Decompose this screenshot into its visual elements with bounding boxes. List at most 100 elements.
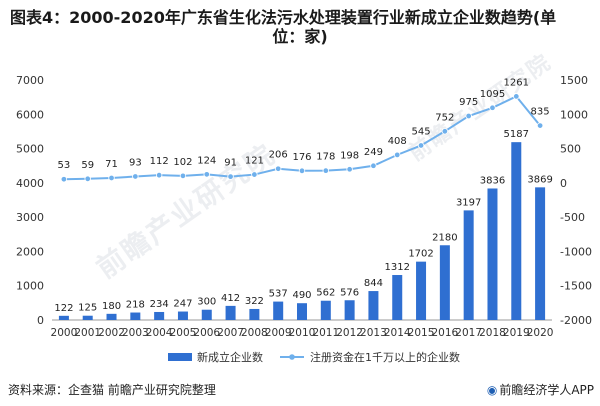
- bar: [106, 313, 117, 320]
- line-point: [346, 166, 353, 173]
- line-point: [394, 151, 401, 159]
- chart-title: 图表4：2000-2020年广东省生化法污水处理装置行业新成立企业数趋势(单 位…: [10, 8, 600, 46]
- x-axis-tick-label: 2018: [479, 327, 506, 339]
- x-axis-tick-label: 2017: [455, 327, 482, 339]
- bar-data-label: 125: [78, 303, 97, 314]
- line-point: [274, 165, 282, 172]
- brand-text: 前瞻经济学人APP: [499, 383, 594, 397]
- line-point: [417, 142, 425, 149]
- line-point: [298, 167, 306, 174]
- bar-data-label: 122: [54, 303, 73, 314]
- x-axis-tick-label: 2013: [360, 327, 387, 339]
- bar-data-label: 3836: [480, 175, 505, 186]
- bar-data-label: 844: [364, 278, 383, 289]
- bar-data-label: 5187: [504, 129, 529, 140]
- brand-credit: ◉ 前瞻经济学人APP: [487, 381, 594, 398]
- bar: [177, 311, 188, 320]
- bar-data-label: 1702: [408, 249, 433, 260]
- line-data-label: 59: [81, 160, 94, 171]
- line-point: [203, 171, 210, 178]
- bar: [154, 311, 165, 320]
- right-axis-tick-label: 0: [560, 177, 567, 190]
- x-axis-tick-label: 2001: [74, 327, 101, 339]
- right-axis-tick-label: -500: [560, 211, 585, 224]
- bar: [535, 187, 546, 320]
- line-data-label: 545: [412, 126, 431, 137]
- right-axis-tick-label: 500: [560, 143, 581, 156]
- bar: [58, 315, 69, 320]
- bar-data-label: 3869: [527, 174, 552, 185]
- bar-data-label: 180: [102, 301, 121, 312]
- line-data-label: 408: [388, 136, 407, 147]
- line-data-label: 102: [173, 157, 192, 168]
- line-point: [227, 173, 234, 180]
- left-axis-tick-label: 0: [37, 314, 44, 327]
- bar: [82, 315, 93, 320]
- x-axis-tick-label: 2011: [312, 327, 339, 339]
- bar: [320, 300, 331, 320]
- bar-data-label: 247: [173, 299, 192, 310]
- brand-logo-icon: ◉: [486, 383, 498, 397]
- bar: [344, 300, 355, 320]
- line-data-label: 176: [292, 152, 311, 163]
- bar: [368, 291, 379, 320]
- x-axis-tick-label: 2003: [122, 327, 149, 339]
- legend-line-marker: [289, 354, 295, 360]
- bar-data-label: 300: [197, 297, 216, 308]
- bar: [463, 210, 474, 320]
- bar-data-label: 234: [150, 299, 169, 310]
- bar: [249, 308, 260, 320]
- right-axis-tick-label: -1000: [560, 245, 592, 258]
- line-data-label: 1261: [504, 77, 529, 88]
- bar: [439, 245, 450, 320]
- source-note: 资料来源：企查猫 前瞻产业研究院整理: [8, 383, 216, 397]
- line-data-label: 178: [316, 152, 335, 163]
- x-axis-tick-label: 2016: [431, 327, 458, 339]
- x-axis-tick-label: 2010: [289, 327, 316, 339]
- line-data-label: 206: [269, 150, 288, 161]
- line-data-label: 1095: [480, 89, 505, 100]
- line-point: [155, 171, 163, 179]
- bar-data-label: 3197: [456, 197, 481, 208]
- x-axis-tick-label: 2008: [241, 327, 268, 339]
- bar: [297, 303, 307, 320]
- line-point: [132, 173, 139, 180]
- line-point: [489, 104, 496, 111]
- bar-data-label: 576: [340, 287, 359, 298]
- left-axis-tick-label: 7000: [16, 74, 44, 87]
- line-point: [465, 112, 472, 120]
- line-data-label: 975: [459, 97, 478, 108]
- left-axis-tick-label: 1000: [16, 280, 44, 293]
- bar: [225, 305, 236, 320]
- x-axis-tick-label: 2007: [217, 327, 244, 339]
- line-point: [513, 93, 520, 100]
- right-axis-tick-label: -2000: [560, 314, 592, 327]
- right-axis-tick-label: 1500: [560, 74, 588, 87]
- bar-data-label: 2180: [432, 232, 457, 243]
- line-data-label: 71: [105, 159, 118, 170]
- bar: [130, 312, 141, 320]
- line-data-label: 198: [340, 150, 359, 161]
- bar: [392, 275, 403, 320]
- bar-data-label: 412: [221, 293, 240, 304]
- line-point: [251, 171, 258, 178]
- x-axis-tick-label: 2002: [98, 327, 125, 339]
- bar-data-label: 1312: [385, 262, 410, 273]
- left-axis-tick-label: 3000: [16, 211, 44, 224]
- title-line-2: 位：家): [272, 27, 328, 46]
- left-axis-tick-label: 5000: [16, 143, 44, 156]
- x-axis-tick-label: 2004: [146, 327, 173, 339]
- x-axis-tick-label: 2000: [51, 327, 78, 339]
- bar-data-label: 322: [245, 296, 264, 307]
- line-data-label: 121: [245, 156, 264, 167]
- bar-data-label: 562: [316, 288, 335, 299]
- line-data-label: 124: [197, 155, 216, 166]
- line-point: [441, 128, 449, 135]
- right-axis-tick-label: 1000: [560, 108, 588, 121]
- x-axis-tick-label: 2006: [193, 327, 220, 339]
- legend-bar-label: 新成立企业数: [197, 350, 263, 364]
- line-data-label: 93: [129, 157, 142, 168]
- bar: [201, 309, 212, 320]
- line-point: [108, 174, 115, 182]
